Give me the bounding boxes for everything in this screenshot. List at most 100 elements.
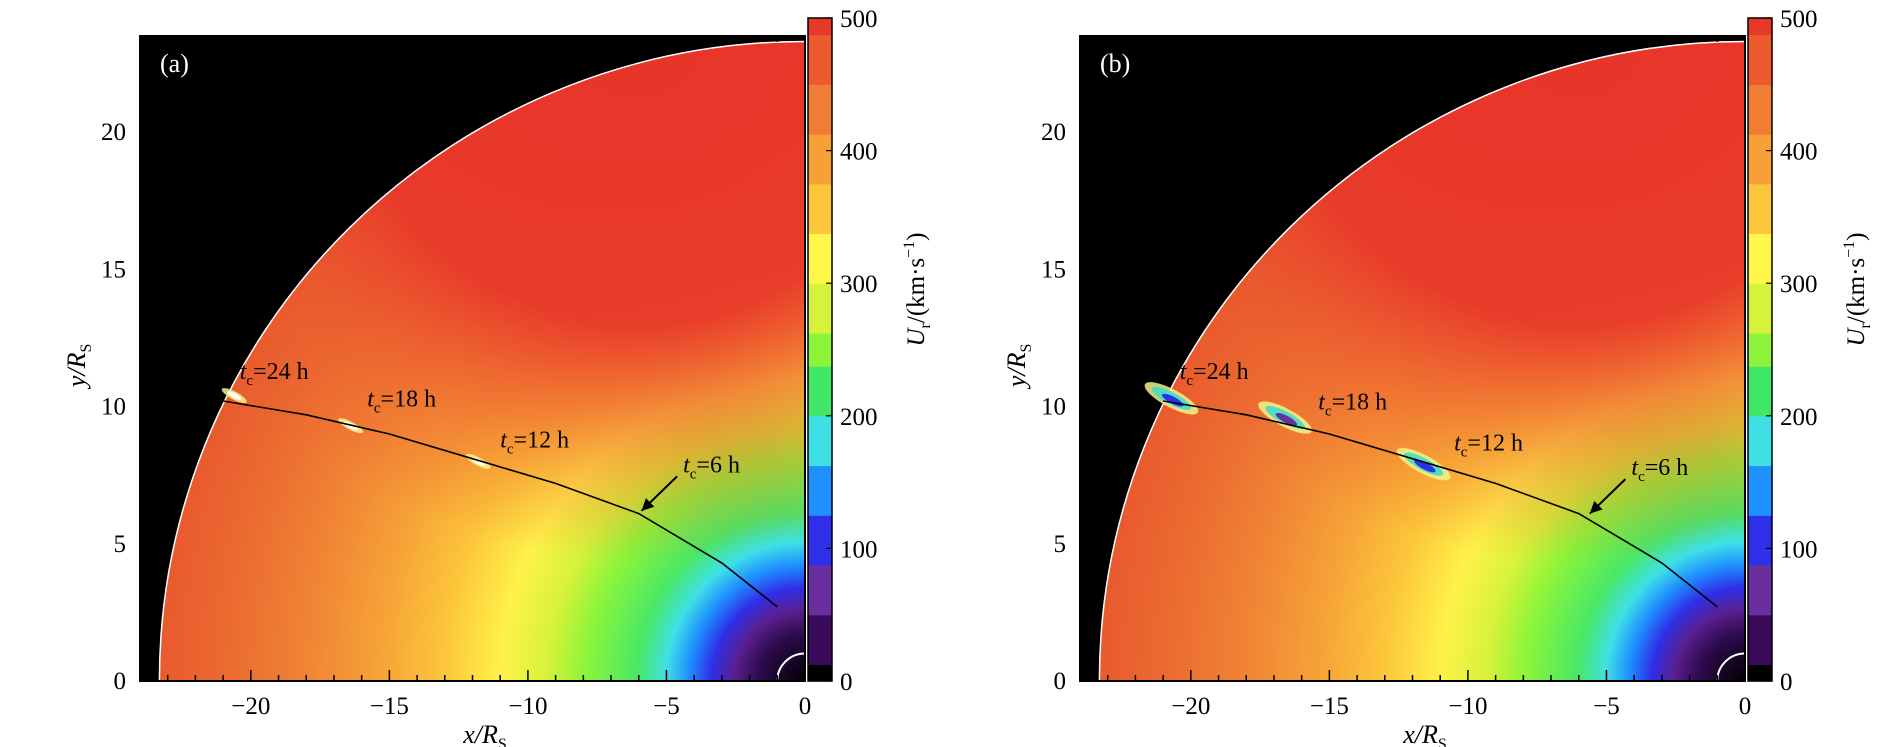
colorbar-band xyxy=(1748,51,1772,69)
y-tick-label: 0 xyxy=(114,668,127,695)
time-label-0: tc=24 h xyxy=(240,359,309,389)
colorbar-band xyxy=(808,531,832,549)
speed-field xyxy=(1080,36,1745,681)
colorbar-band xyxy=(808,382,832,400)
colorbar-band xyxy=(1748,581,1772,599)
colorbar-band xyxy=(808,18,832,36)
arrow-head xyxy=(641,498,655,511)
colorbar-band xyxy=(1748,515,1772,533)
colorbar-band xyxy=(1748,299,1772,317)
trajectory-curve xyxy=(222,400,778,608)
colorbar-tick-label: 100 xyxy=(840,536,878,563)
colorbar-band xyxy=(1748,266,1772,284)
colorbar-band xyxy=(1748,117,1772,135)
colorbar-band xyxy=(1748,382,1772,400)
colorbar-frame xyxy=(807,17,833,682)
colorbar-band xyxy=(1748,598,1772,616)
x-tick-label: −10 xyxy=(1448,693,1487,720)
colorbar-band xyxy=(1748,448,1772,467)
time-label-0: tc=24 h xyxy=(1180,359,1249,389)
y-tick-label: 5 xyxy=(1054,531,1067,558)
colorbar-tick-label: 400 xyxy=(1780,139,1818,166)
x-tick-label: −15 xyxy=(370,693,409,720)
colorbar-band xyxy=(808,250,832,268)
colorbar-band xyxy=(1748,84,1772,102)
colorbar-band xyxy=(808,167,832,185)
x-axis-label: x/RS xyxy=(462,720,507,747)
colorbar-band xyxy=(1748,316,1772,334)
colorbar-band xyxy=(808,233,832,251)
colorbar: 0 100 200 300 400 500 Ur/(km·s−1) xyxy=(807,6,934,696)
time-label-3: tc=6 h xyxy=(683,452,740,482)
colorbar-frame xyxy=(1747,17,1773,682)
colorbar-band xyxy=(808,465,832,483)
colorbar-band xyxy=(1748,18,1772,36)
colorbar-band xyxy=(808,283,832,301)
colorbar-tick-label: 300 xyxy=(840,271,878,298)
colorbar-band xyxy=(808,117,832,135)
colorbar-band xyxy=(808,332,832,351)
y-axis-label: y/RS xyxy=(62,344,95,391)
colorbar-band xyxy=(1748,332,1772,351)
colorbar-band xyxy=(1748,67,1772,85)
colorbar-band xyxy=(1748,167,1772,185)
colorbar-band xyxy=(808,216,832,235)
colorbar-band xyxy=(1748,631,1772,649)
colorbar-tick-label: 200 xyxy=(1780,404,1818,431)
colorbar-band xyxy=(1748,366,1772,384)
colorbar-band xyxy=(1748,233,1772,251)
colorbar-band xyxy=(808,498,832,516)
colorbar-label: Ur/(km·s−1) xyxy=(1841,232,1874,346)
colorbar-band xyxy=(808,515,832,533)
colorbar-band xyxy=(1748,664,1772,682)
y-tick-label: 15 xyxy=(1041,256,1066,283)
x-tick-label: −5 xyxy=(1593,693,1620,720)
y-tick-label: 20 xyxy=(101,119,126,146)
colorbar-band xyxy=(1748,548,1772,566)
x-tick-label: −20 xyxy=(1171,693,1210,720)
colorbar-band xyxy=(1748,564,1772,583)
y-tick-label: 0 xyxy=(1054,668,1067,695)
colorbar-band xyxy=(808,614,832,632)
colorbar-band xyxy=(808,448,832,467)
colorbar-band xyxy=(1748,614,1772,632)
colorbar-band xyxy=(1748,34,1772,52)
colorbar-band xyxy=(808,51,832,69)
colorbar-band xyxy=(1748,415,1772,433)
colorbar-band xyxy=(808,366,832,384)
colorbar-band xyxy=(808,67,832,85)
colorbar-band xyxy=(1748,283,1772,301)
colorbar-band xyxy=(1748,465,1772,483)
y-tick-label: 5 xyxy=(114,531,127,558)
colorbar-band xyxy=(808,664,832,682)
y-tick-label: 20 xyxy=(1041,119,1066,146)
colorbar-band xyxy=(1748,200,1772,218)
speed-field xyxy=(140,36,805,681)
colorbar-band xyxy=(808,432,832,450)
colorbar-band xyxy=(1748,647,1772,666)
polar-fast-wind xyxy=(159,41,805,681)
colorbar-band xyxy=(1748,250,1772,268)
panel-label: (b) xyxy=(1100,49,1130,78)
colorbar-band xyxy=(808,84,832,102)
x-tick-label: 0 xyxy=(799,693,812,720)
x-tick-label: 0 xyxy=(1739,693,1752,720)
colorbar-band xyxy=(808,482,832,500)
colorbar-tick-label: 0 xyxy=(1780,669,1793,696)
colorbar: 0 100 200 300 400 500 Ur/(km·s−1) xyxy=(1747,6,1874,696)
polar-fast-wind xyxy=(1099,41,1745,681)
x-tick-label: −15 xyxy=(1310,693,1349,720)
colorbar-band xyxy=(808,34,832,52)
colorbar-band xyxy=(1748,349,1772,367)
colorbar-band xyxy=(808,548,832,566)
colorbar-band xyxy=(808,564,832,583)
colorbar-band xyxy=(808,399,832,417)
colorbar-tick-label: 300 xyxy=(1780,271,1818,298)
colorbar-band xyxy=(1748,399,1772,417)
panel-label: (a) xyxy=(160,49,189,78)
colorbar-label: Ur/(km·s−1) xyxy=(901,232,934,346)
colorbar-band xyxy=(808,134,832,152)
x-tick-label: −20 xyxy=(231,693,270,720)
colorbar-band xyxy=(1748,482,1772,500)
y-axis-label: y/RS xyxy=(1002,344,1035,391)
